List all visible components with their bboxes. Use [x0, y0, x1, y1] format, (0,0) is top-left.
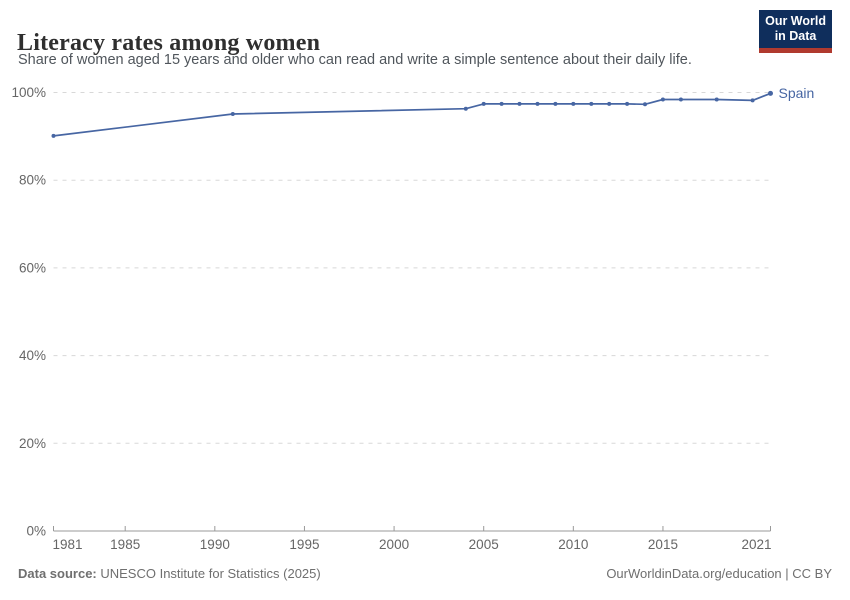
data-point-2012	[607, 101, 612, 106]
x-axis-tick-label: 2015	[648, 537, 678, 552]
data-point-1981	[51, 133, 56, 138]
y-axis-tick-label: 40%	[19, 348, 46, 363]
data-point-2021	[768, 90, 773, 96]
data-point-2009	[553, 101, 558, 106]
x-axis-tick-label: 2010	[558, 537, 588, 552]
data-point-2008	[535, 101, 540, 106]
y-axis-tick-label: 0%	[26, 524, 46, 539]
owid-logo-line1: Our World	[765, 14, 826, 28]
data-point-2018	[714, 97, 719, 102]
data-source-note: Data source: UNESCO Institute for Statis…	[18, 566, 321, 581]
x-axis-tick-label: 2021	[741, 537, 771, 552]
chart-title: Literacy rates among women	[17, 30, 321, 57]
data-point-2020	[750, 98, 755, 103]
data-source-label: Data source:	[18, 566, 97, 581]
y-axis-tick-label: 60%	[19, 260, 46, 275]
y-axis-tick-label: 100%	[11, 85, 46, 100]
data-point-2013	[625, 101, 630, 106]
data-point-1991	[230, 112, 235, 116]
x-axis-tick-label: 1981	[53, 537, 83, 552]
y-axis-tick-label: 20%	[19, 436, 46, 451]
owid-logo: Our World in Data	[759, 10, 832, 53]
data-point-2005	[481, 101, 486, 106]
chart-footer: Data source: UNESCO Institute for Statis…	[18, 566, 832, 581]
chart-subtitle: Share of women aged 15 years and older w…	[18, 52, 692, 68]
data-point-2006	[499, 101, 504, 106]
y-axis-tick-label: 80%	[19, 173, 46, 188]
data-point-2011	[589, 101, 594, 106]
data-point-2007	[517, 101, 522, 106]
line-series-spain	[52, 92, 772, 137]
series-label-spain: Spain	[779, 85, 815, 101]
x-axis-tick-label: 2005	[469, 537, 499, 552]
x-axis-tick-label: 2000	[379, 537, 409, 552]
x-axis-tick-label: 1985	[110, 537, 140, 552]
data-point-2015	[660, 97, 665, 102]
data-source-text: UNESCO Institute for Statistics (2025)	[96, 566, 321, 581]
data-point-2016	[678, 97, 683, 102]
x-axis-tick-label: 1995	[289, 537, 319, 552]
data-point-2014	[643, 102, 647, 107]
data-point-2010	[571, 101, 576, 106]
data-point-2004	[463, 106, 468, 111]
owid-logo-line2: in Data	[774, 29, 817, 44]
x-axis-tick-label: 1990	[200, 537, 230, 552]
license-credit: OurWorldinData.org/education | CC BY	[606, 566, 832, 581]
